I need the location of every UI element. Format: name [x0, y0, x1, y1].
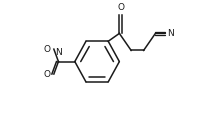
- Text: O: O: [43, 45, 51, 54]
- Text: N: N: [55, 48, 62, 57]
- Text: O: O: [43, 70, 51, 79]
- Text: N: N: [167, 29, 174, 38]
- Text: O: O: [118, 3, 125, 12]
